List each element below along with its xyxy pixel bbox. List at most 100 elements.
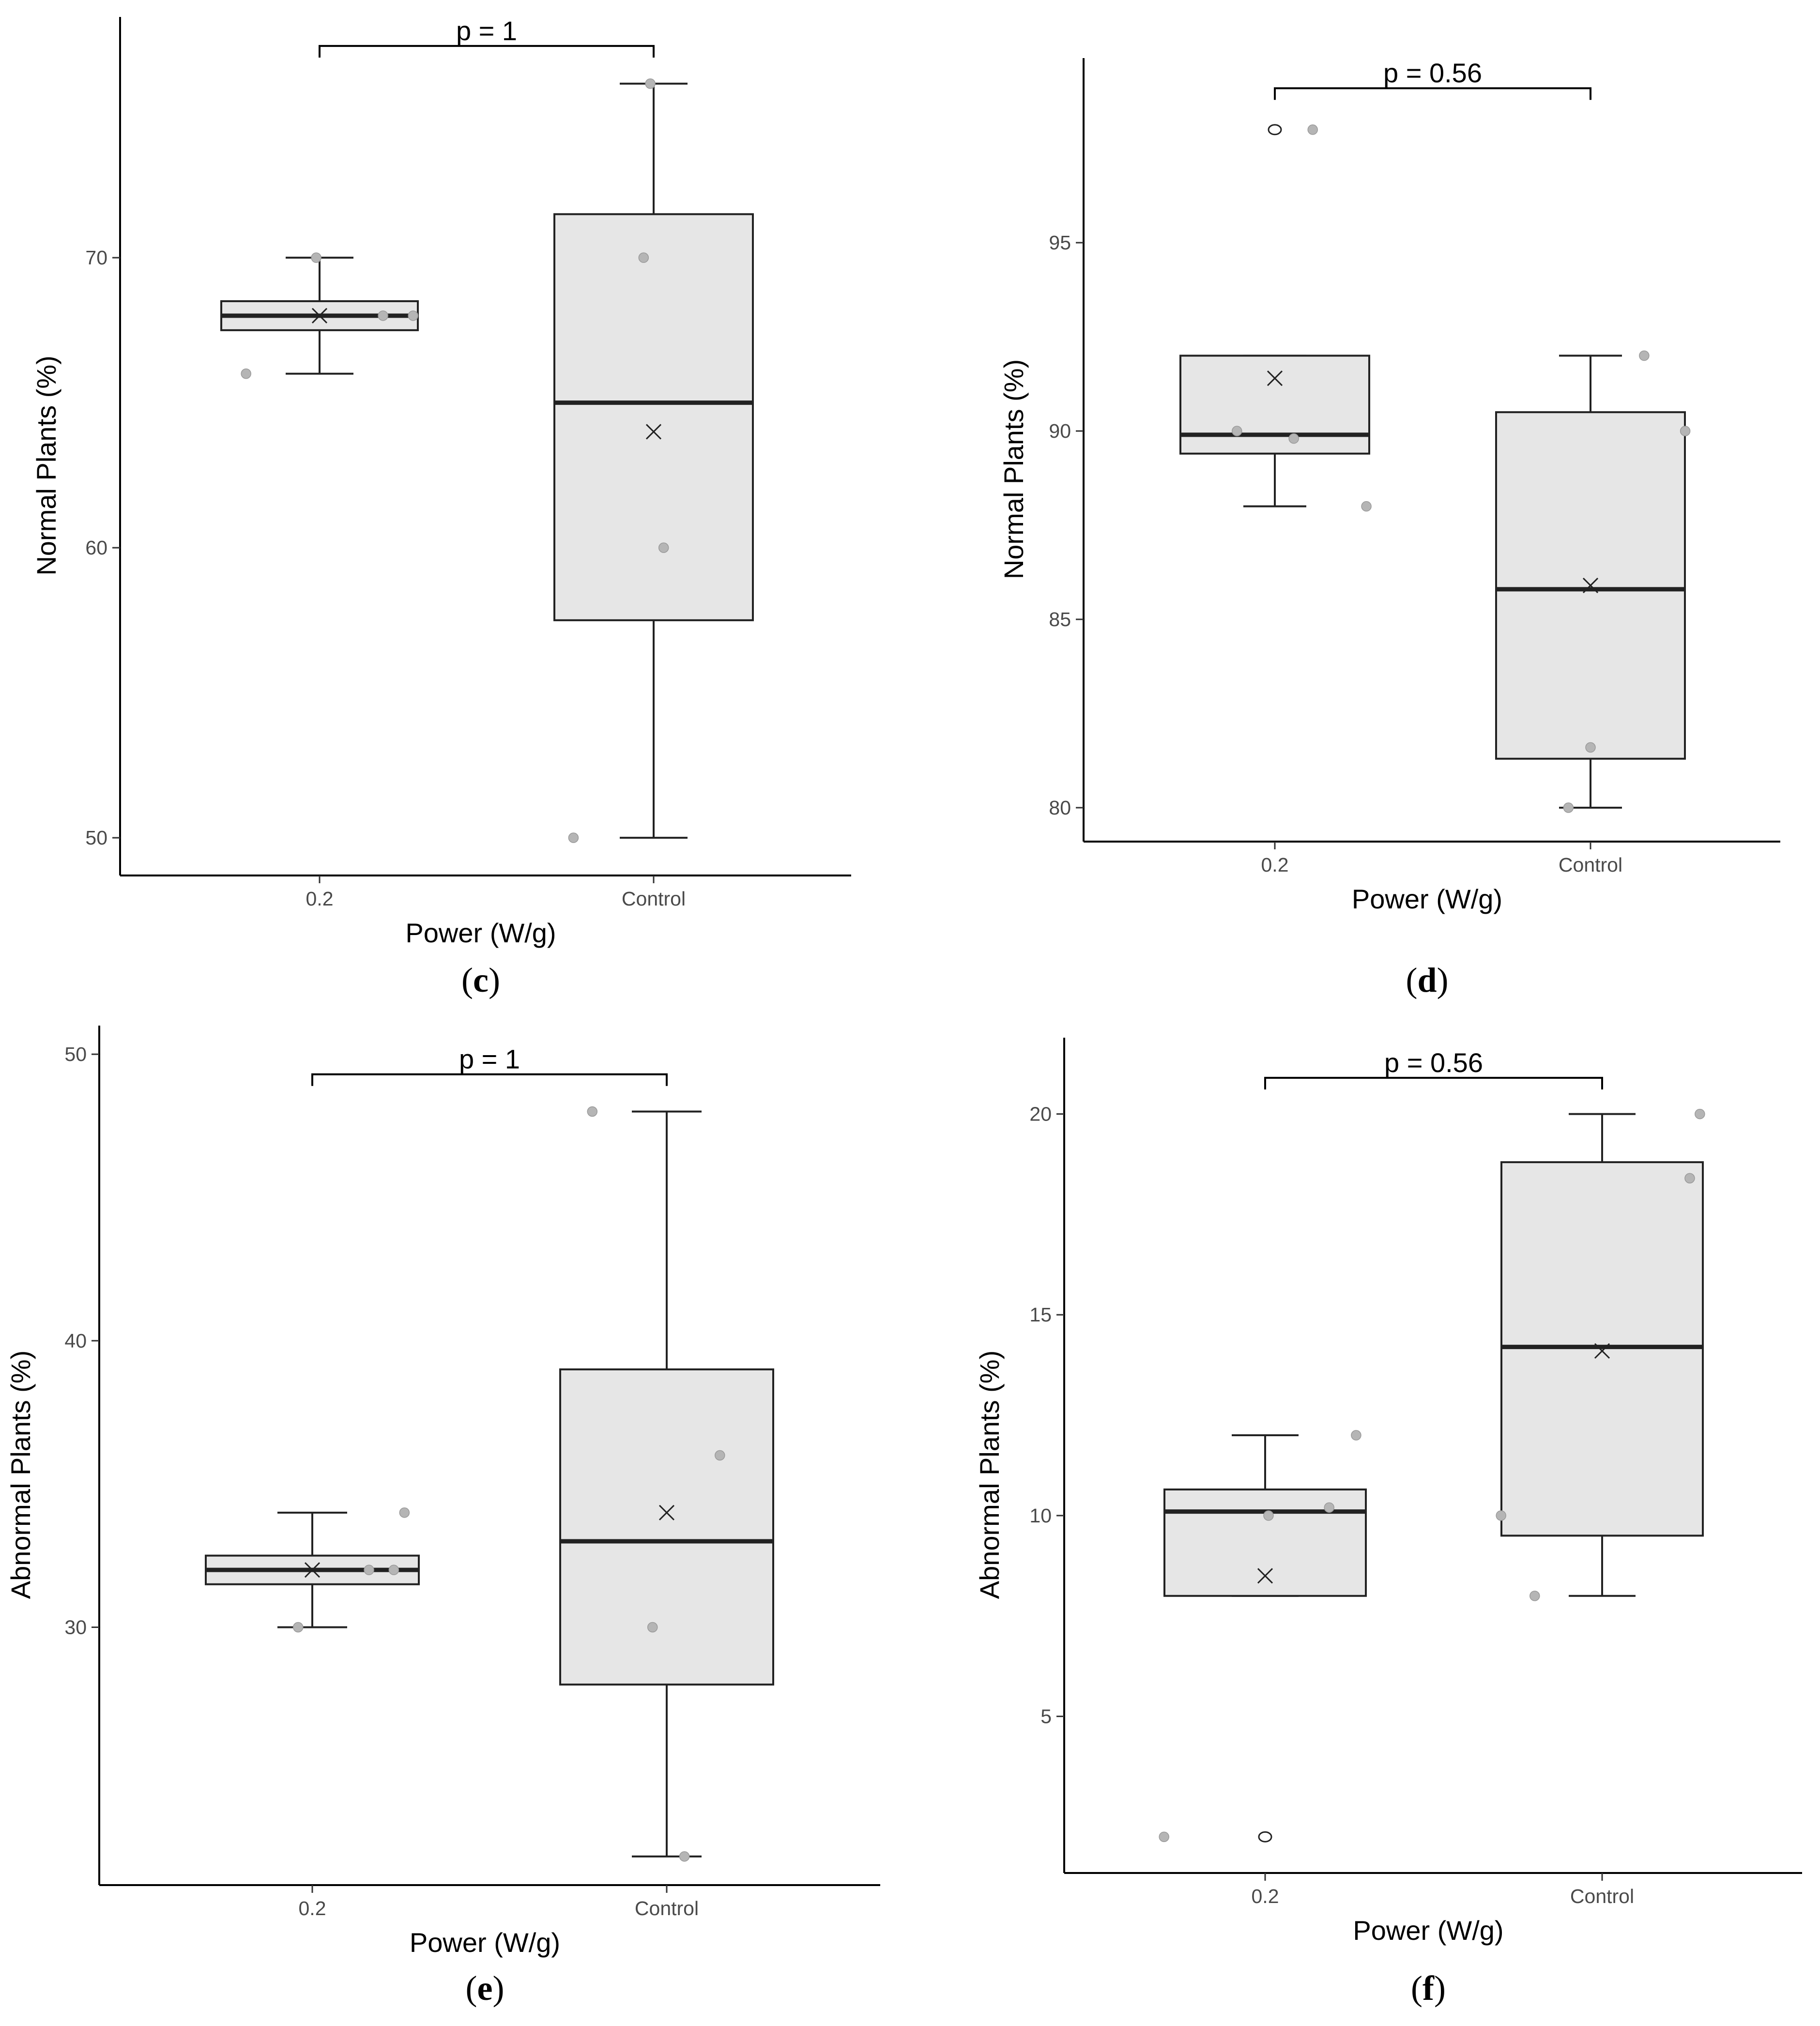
panel-e-data-point <box>679 1851 690 1862</box>
panel-c-mean-marker <box>645 424 662 440</box>
panel-f-label: (f) <box>1411 1969 1446 2008</box>
panel-c-y-tick-label: 50 <box>85 827 107 849</box>
panel-d-y-tick-label: 95 <box>1049 231 1071 254</box>
panel-c-mean-marker <box>311 307 328 324</box>
panel-c-data-point <box>378 310 388 321</box>
panel-f-data-point <box>1351 1430 1361 1441</box>
panel-f-data-point <box>1496 1510 1506 1521</box>
panel-d-data-point <box>1361 501 1372 512</box>
panel-d-iqr-box <box>1179 354 1370 455</box>
panel-c-chart: 50 60 70 0.2 Control Power (W/g) Normal Plants… <box>31 15 851 999</box>
panel-f-data-point <box>1159 1831 1169 1842</box>
panel-d-x-axis-title: Power (W/g) <box>1352 884 1502 914</box>
panel-d-y-tick-label: 90 <box>1049 420 1071 442</box>
panel-c-iqr-box <box>553 213 754 621</box>
panel-e-iqr-box <box>559 1368 774 1686</box>
panel-e-data-point <box>388 1565 399 1575</box>
panel-e-box-group-0-2 <box>205 1507 420 1633</box>
panel-c-data-point <box>241 368 251 379</box>
panel-f-chart: 5 10 15 20 0.2 Control Power (W/g) Abnormal Pla… <box>974 1038 1802 2008</box>
panel-e-data-point <box>292 1622 304 1633</box>
panel-f-data-point <box>1695 1108 1705 1120</box>
panel-f-y-tick-label: 5 <box>1040 1705 1052 1728</box>
panel-d-data-point <box>1585 742 1596 753</box>
panel-e-y-axis-title: Abnormal Plants (%) <box>5 1351 36 1599</box>
panel-f-box-group-0-2 <box>1159 1430 1367 1842</box>
panel-d-data-point <box>1639 350 1650 361</box>
panel-e-significance-bracket <box>311 1073 668 1086</box>
panel-d-x-tick-label: 0.2 <box>1261 854 1289 876</box>
panel-c-p-value-label: p = 1 <box>456 15 517 46</box>
panel-d-data-point <box>1680 426 1691 436</box>
panel-e-box-group-control <box>559 1106 774 1862</box>
panel-d-y-tick-label: 80 <box>1049 797 1071 819</box>
panel-f-y-tick-label: 15 <box>1029 1304 1052 1326</box>
panel-f-data-point <box>1263 1510 1274 1521</box>
panel-c-data-point <box>638 252 649 263</box>
panel-d-box-group-0-2 <box>1179 124 1372 512</box>
panel-d-y-axis-title: Normal Plants (%) <box>998 359 1029 579</box>
panel-d-outlier-point <box>1268 124 1282 136</box>
panel-c-box-group-0-2 <box>220 252 419 379</box>
panel-d-y-tick-label: 85 <box>1049 608 1071 630</box>
panel-d-mean-marker <box>1267 370 1283 386</box>
panel-f-mean-marker <box>1257 1568 1273 1584</box>
panel-d-data-point <box>1307 124 1318 135</box>
panel-e-x-axis-title: Power (W/g) <box>410 1927 560 1958</box>
panel-f-outlier-point <box>1258 1831 1272 1842</box>
panel-c-data-point <box>311 252 321 263</box>
panel-c-label: (c) <box>461 961 500 999</box>
panel-e-p-value-label: p = 1 <box>459 1044 520 1074</box>
panel-e-label: (e) <box>466 1969 505 2008</box>
panel-f-iqr-box <box>1163 1488 1367 1597</box>
panel-f-y-tick-label: 10 <box>1029 1504 1052 1527</box>
panel-c-data-point <box>408 310 418 321</box>
panel-e-y-tick-label: 40 <box>64 1330 87 1352</box>
panel-f-x-tick-label: Control <box>1570 1885 1634 1907</box>
panel-c-data-point <box>645 78 656 89</box>
panel-d-chart: 80 85 90 95 0.2 Control Power (W/g) Normal Plan… <box>998 58 1780 999</box>
panel-f-mean-marker <box>1594 1343 1610 1359</box>
panel-f-y-axis-title: Abnormal Plants (%) <box>974 1351 1005 1599</box>
panel-c-significance-bracket <box>319 45 655 58</box>
panel-f-x-axis-title: Power (W/g) <box>1353 1915 1503 1946</box>
panel-d-mean-marker <box>1582 577 1599 594</box>
panel-e-data-point <box>587 1106 598 1117</box>
panel-d-x-tick-label: Control <box>1559 854 1622 876</box>
panel-f-significance-bracket <box>1264 1076 1603 1090</box>
panel-f-box-group-control <box>1496 1108 1705 1601</box>
panel-d-data-point <box>1563 802 1574 813</box>
panel-e-x-tick-label: 0.2 <box>299 1897 326 1919</box>
panel-d-p-value-label: p = 0.56 <box>1383 58 1482 88</box>
panel-e-chart: 30 40 50 0.2 Control Power (W/g) Abnormal Plan… <box>5 1026 880 2008</box>
panel-c-x-axis-title: Power (W/g) <box>405 918 556 948</box>
panel-e-x-tick-label: Control <box>635 1897 699 1919</box>
panel-c-y-axis-title: Normal Plants (%) <box>31 355 61 575</box>
panel-e-data-point <box>399 1507 410 1518</box>
panel-f-p-value-label: p = 0.56 <box>1384 1047 1483 1078</box>
panel-d-significance-bracket <box>1274 87 1591 100</box>
panel-e-mean-marker <box>304 1562 321 1578</box>
panel-d-data-point <box>1288 433 1299 444</box>
panel-e-data-point <box>364 1565 374 1575</box>
panel-c-y-tick-label: 70 <box>85 246 107 269</box>
panel-c-box-group-control <box>553 78 754 843</box>
panel-d-label: (d) <box>1406 961 1448 999</box>
panel-e-data-point <box>647 1622 658 1633</box>
panel-e-data-point <box>715 1450 725 1461</box>
panel-e-y-tick-label: 30 <box>64 1616 87 1639</box>
panel-e-mean-marker <box>658 1504 675 1520</box>
panel-f-data-point <box>1324 1502 1334 1513</box>
panel-c-data-point <box>568 832 579 843</box>
panel-c-y-tick-label: 60 <box>85 537 107 559</box>
panel-f-data-point <box>1529 1591 1540 1601</box>
panel-f-y-tick-label: 20 <box>1029 1103 1052 1125</box>
panel-c-x-tick-label: 0.2 <box>306 888 334 910</box>
panel-f-x-tick-label: 0.2 <box>1252 1885 1279 1907</box>
panel-d-data-point <box>1232 426 1242 436</box>
panel-c-data-point <box>658 542 669 553</box>
panel-e-y-tick-label: 50 <box>64 1043 87 1065</box>
panel-c-x-tick-label: Control <box>622 888 686 910</box>
panel-f-data-point <box>1684 1173 1695 1184</box>
